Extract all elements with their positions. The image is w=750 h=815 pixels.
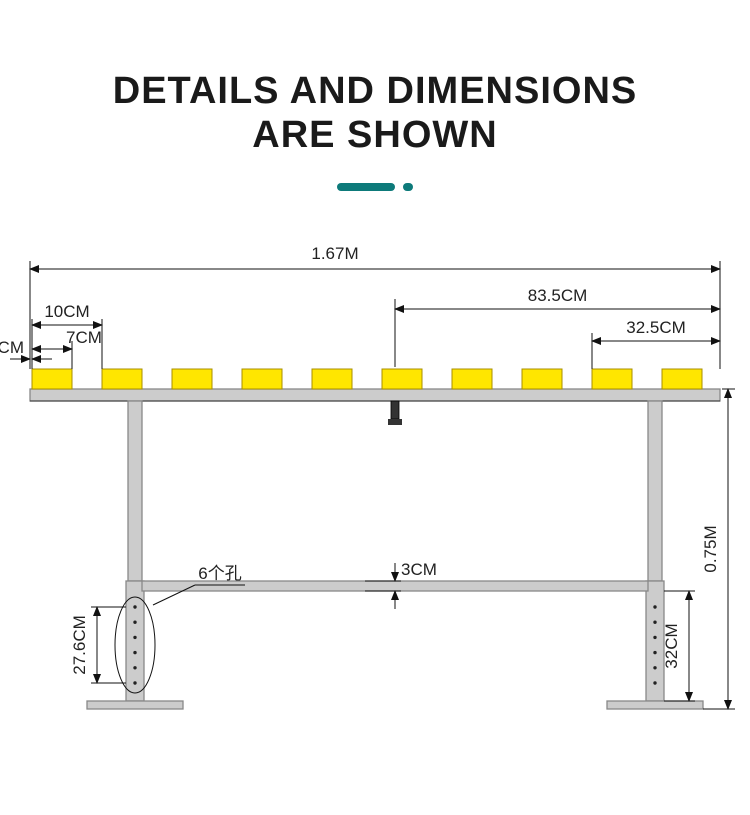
svg-text:83.5CM: 83.5CM — [528, 286, 588, 305]
svg-text:2CM: 2CM — [0, 338, 24, 357]
foot — [607, 701, 703, 709]
leg-hole — [133, 666, 136, 669]
leg-hole — [653, 682, 656, 685]
roller-block — [452, 369, 492, 389]
svg-text:1.67M: 1.67M — [311, 244, 358, 263]
leg-hole — [133, 621, 136, 624]
leg-hole — [653, 606, 656, 609]
svg-text:32.5CM: 32.5CM — [626, 318, 686, 337]
svg-text:3CM: 3CM — [401, 560, 437, 579]
leg-hole — [653, 651, 656, 654]
svg-text:27.6CM: 27.6CM — [70, 616, 89, 676]
leg-upper — [128, 401, 142, 581]
roller-block — [102, 369, 142, 389]
accent-dot — [403, 183, 413, 191]
leg-upper — [648, 401, 662, 581]
leg-hole — [653, 636, 656, 639]
svg-text:32CM: 32CM — [662, 624, 681, 669]
roller-block — [382, 369, 422, 389]
roller-block — [592, 369, 632, 389]
roller-block — [172, 369, 212, 389]
leg-hole — [653, 621, 656, 624]
svg-text:6个孔: 6个孔 — [198, 564, 241, 583]
roller-block — [242, 369, 282, 389]
leg-hole — [133, 636, 136, 639]
roller-block — [662, 369, 702, 389]
leg-hole — [133, 606, 136, 609]
accent-underline — [0, 183, 750, 191]
svg-text:0.75M: 0.75M — [701, 526, 720, 573]
roller-block — [522, 369, 562, 389]
title-line-1: DETAILS AND DIMENSIONS — [113, 70, 637, 112]
center-clip-base — [388, 419, 402, 425]
leg-hole — [133, 682, 136, 685]
top-rail — [30, 389, 720, 401]
svg-text:7CM: 7CM — [66, 328, 102, 347]
roller-block — [312, 369, 352, 389]
dimension-diagram: 1.67M 83.5CM 10CM 7CM 2CM 32.5CM 0.75M 32CM 3CM 2… — [0, 221, 750, 761]
leg-hole — [653, 666, 656, 669]
accent-dash — [337, 183, 395, 191]
svg-text:10CM: 10CM — [44, 302, 89, 321]
leg-hole — [133, 651, 136, 654]
title-line-2: ARE SHOWN — [252, 114, 497, 156]
foot — [87, 701, 183, 709]
page-title: DETAILS AND DIMENSIONS ARE SHOWN — [0, 70, 750, 157]
roller-block — [32, 369, 72, 389]
center-clip — [391, 401, 399, 419]
